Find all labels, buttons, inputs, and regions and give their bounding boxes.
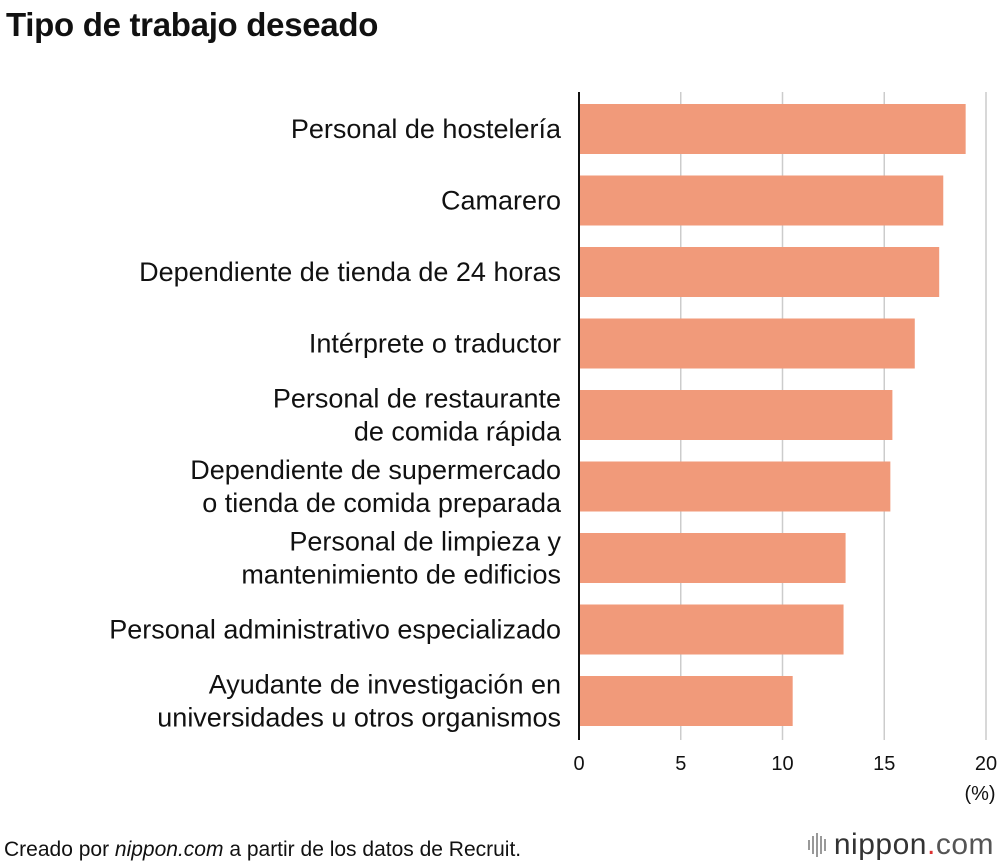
- bar: [579, 104, 966, 154]
- x-tick-label: 15: [873, 753, 895, 775]
- category-label: universidades u otros organismos: [157, 703, 561, 733]
- bar: [579, 461, 891, 512]
- x-tick-label: 20: [975, 753, 997, 775]
- category-label: Intérprete o traductor: [309, 329, 561, 359]
- category-label: Personal de restaurante: [273, 384, 561, 414]
- category-label: Dependiente de supermercado: [190, 455, 561, 485]
- logo-name: nippon: [833, 828, 927, 861]
- footer-suffix: a partir de los datos de Recruit.: [223, 838, 522, 861]
- category-label: Camarero: [441, 186, 561, 216]
- category-label: Personal administrativo especializado: [109, 615, 561, 645]
- x-axis-unit-label: (%): [964, 783, 995, 805]
- x-tick-label: 0: [573, 753, 584, 775]
- chart-title: Tipo de trabajo deseado: [6, 6, 379, 43]
- footer-prefix: Creado por: [4, 838, 115, 861]
- nippon-logo: nippon. com: [807, 828, 994, 862]
- bar: [579, 676, 793, 726]
- bar: [579, 175, 944, 226]
- x-tick-label: 10: [771, 753, 793, 775]
- category-label: o tienda de comida preparada: [202, 488, 562, 518]
- footer-source: nippon.com: [114, 838, 224, 861]
- category-label: de comida rápida: [354, 417, 562, 447]
- bar: [579, 533, 846, 583]
- category-label: mantenimiento de edificios: [241, 560, 561, 590]
- category-label: Dependiente de tienda de 24 horas: [139, 257, 561, 287]
- logo-tld: com: [935, 828, 994, 861]
- bar: [579, 604, 844, 655]
- x-tick-label: 5: [675, 753, 686, 775]
- bar: [579, 390, 893, 440]
- category-label: Ayudante de investigación en: [209, 670, 561, 700]
- bar-chart: 0 5 10 15 20 (%) Personal de hostelería Camarer…: [109, 92, 997, 805]
- bar: [579, 318, 915, 369]
- category-label: Personal de limpieza y: [289, 527, 561, 557]
- category-label: Personal de hostelería: [291, 114, 562, 144]
- bar: [579, 247, 940, 297]
- logo-bars-icon: [807, 833, 826, 857]
- footer-credit: Creado por nippon.com a partir de los da…: [4, 838, 521, 862]
- logo-dot: .: [926, 828, 936, 861]
